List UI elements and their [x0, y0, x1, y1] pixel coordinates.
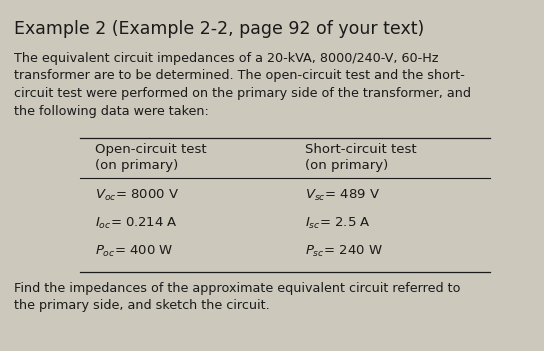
Text: $I_{oc}$= 0.214 A: $I_{oc}$= 0.214 A — [95, 216, 178, 231]
Text: Short-circuit test
(on primary): Short-circuit test (on primary) — [305, 143, 417, 172]
Text: $V_{sc}$= 489 V: $V_{sc}$= 489 V — [305, 188, 380, 203]
Text: Open-circuit test
(on primary): Open-circuit test (on primary) — [95, 143, 207, 172]
Text: $I_{sc}$= 2.5 A: $I_{sc}$= 2.5 A — [305, 216, 371, 231]
Text: The equivalent circuit impedances of a 20-kVA, 8000/240-V, 60-Hz
transformer are: The equivalent circuit impedances of a 2… — [14, 52, 471, 118]
Text: $P_{oc}$= 400 W: $P_{oc}$= 400 W — [95, 244, 174, 259]
Text: $P_{sc}$= 240 W: $P_{sc}$= 240 W — [305, 244, 383, 259]
Text: Example 2 (Example 2-2, page 92 of your text): Example 2 (Example 2-2, page 92 of your … — [14, 20, 424, 38]
Text: $V_{oc}$= 8000 V: $V_{oc}$= 8000 V — [95, 188, 180, 203]
Text: Find the impedances of the approximate equivalent circuit referred to
the primar: Find the impedances of the approximate e… — [14, 282, 461, 312]
